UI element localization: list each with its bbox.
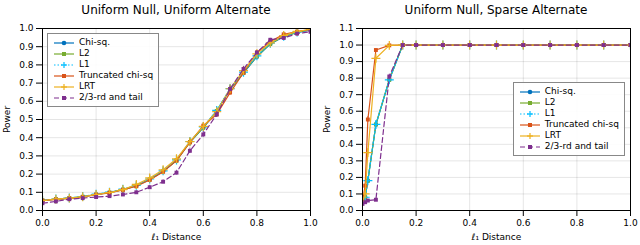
svg-text:0.1: 0.1 (339, 189, 353, 199)
html-text:Chi-sq.: Chi-sq. (544, 86, 576, 96)
svg-text:0.2: 0.2 (409, 218, 423, 228)
svg-text:0.8: 0.8 (570, 218, 585, 228)
svg-text:0.3: 0.3 (339, 156, 353, 166)
svg-text:0.7: 0.7 (19, 78, 33, 88)
html-text:Uniform Null, Sparse Alternate: Uniform Null, Sparse Alternate (404, 3, 588, 17)
svg-text:1.0: 1.0 (19, 23, 34, 33)
html-text:2/3-rd and tail: 2/3-rd and tail (79, 92, 143, 102)
svg-text:1.0: 1.0 (339, 40, 354, 50)
svg-text:0.9: 0.9 (19, 42, 34, 52)
svg-text:0.2: 0.2 (339, 172, 353, 182)
svg-text:0.6: 0.6 (339, 106, 354, 116)
svg-text:1.1: 1.1 (339, 23, 353, 33)
svg-text:ℓ₁ Distance: ℓ₁ Distance (471, 232, 522, 242)
html-text:L1: L1 (544, 108, 556, 118)
svg-text:0.8: 0.8 (339, 73, 354, 83)
svg-text:0.6: 0.6 (19, 96, 34, 106)
svg-text:0.8: 0.8 (19, 60, 34, 70)
svg-text:0.0: 0.0 (355, 218, 370, 228)
svg-text:0.4: 0.4 (463, 218, 478, 228)
svg-text:0.5: 0.5 (19, 114, 33, 124)
svg-text:0.0: 0.0 (19, 205, 34, 215)
html-text:LRT: LRT (544, 130, 561, 140)
svg-text:0.7: 0.7 (339, 90, 353, 100)
svg-text:0.4: 0.4 (19, 133, 34, 143)
svg-text:0.5: 0.5 (339, 123, 353, 133)
svg-text:0.6: 0.6 (196, 218, 211, 228)
html-text:LRT: LRT (79, 81, 96, 91)
svg-text:0.0: 0.0 (35, 218, 50, 228)
svg-text:1.0: 1.0 (623, 218, 638, 228)
svg-text:0.4: 0.4 (143, 218, 158, 228)
html-text:Truncated chi-sq: Truncated chi-sq (544, 119, 619, 129)
html-text:L2: L2 (544, 97, 556, 107)
svg-text:ℓ₁ Distance: ℓ₁ Distance (151, 232, 202, 242)
svg-text:0.2: 0.2 (89, 218, 103, 228)
html-text:Truncated chi-sq: Truncated chi-sq (79, 70, 154, 80)
svg-text:1.0: 1.0 (303, 218, 318, 228)
html-text:Chi-sq.: Chi-sq. (79, 37, 110, 47)
html-text:2/3-rd and tail: 2/3-rd and tail (544, 141, 609, 151)
svg-text:Power: Power (322, 106, 332, 134)
svg-text:0.1: 0.1 (19, 187, 33, 197)
html-text:L2: L2 (79, 48, 90, 58)
svg-text:0.3: 0.3 (19, 151, 33, 161)
svg-text:0.8: 0.8 (250, 218, 265, 228)
svg-text:0.9: 0.9 (339, 56, 354, 66)
svg-text:Power: Power (2, 106, 12, 134)
svg-text:0.2: 0.2 (19, 169, 33, 179)
svg-text:0.6: 0.6 (516, 218, 531, 228)
html-text:L1: L1 (79, 59, 90, 69)
svg-text:0.4: 0.4 (339, 139, 354, 149)
html-text:Uniform Null, Uniform Alternat: Uniform Null, Uniform Alternate (81, 3, 271, 17)
svg-text:0.0: 0.0 (339, 205, 354, 215)
